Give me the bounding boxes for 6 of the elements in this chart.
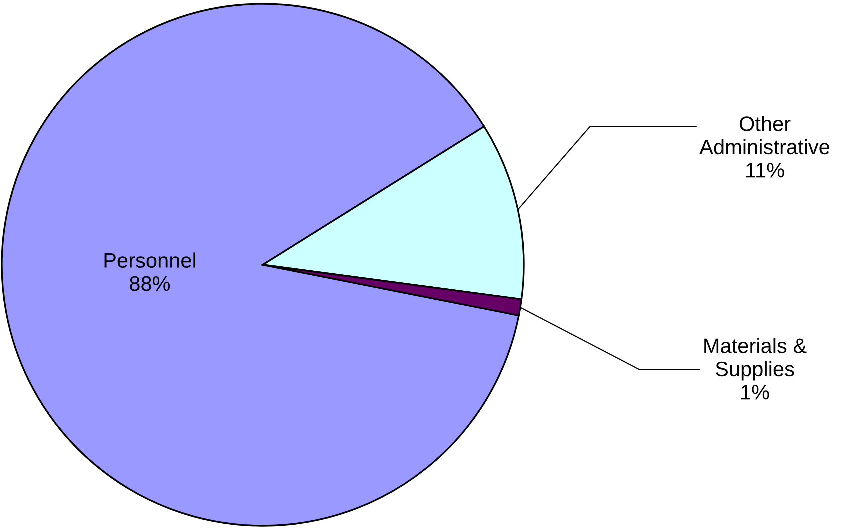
slice-label: Personnel: [104, 252, 196, 268]
data-label: 11%: [746, 163, 784, 178]
data-label: 88%: [130, 276, 170, 292]
slice-label: Other Administrative: [700, 116, 830, 155]
data-label: 1%: [742, 385, 770, 400]
slice-label: Materials & Supplies: [704, 338, 807, 381]
